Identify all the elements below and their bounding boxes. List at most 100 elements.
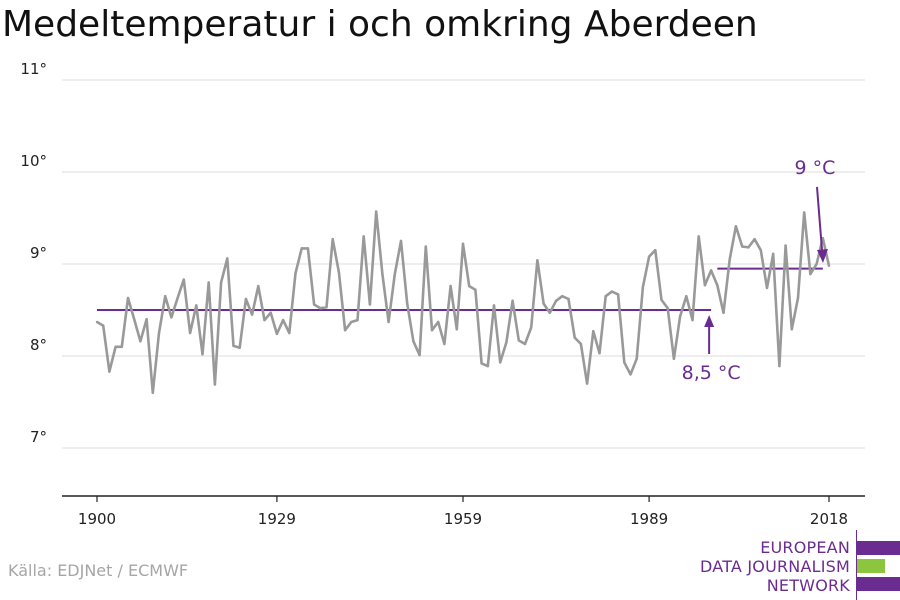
data-point bbox=[678, 315, 682, 318]
data-point bbox=[517, 339, 521, 342]
annotations: 8,5 °C 9 °C bbox=[682, 157, 836, 384]
data-point bbox=[790, 328, 793, 331]
data-point bbox=[703, 283, 707, 287]
data-point bbox=[188, 331, 192, 335]
data-point bbox=[213, 383, 217, 386]
data-point bbox=[486, 364, 490, 368]
data-point bbox=[740, 245, 744, 248]
data-point bbox=[294, 272, 297, 275]
data-point bbox=[418, 353, 421, 357]
logo-line-2: DATA JOURNALISM bbox=[700, 557, 850, 576]
data-point bbox=[548, 311, 552, 314]
data-point bbox=[238, 346, 241, 349]
data-point bbox=[374, 210, 378, 213]
annotation-label-9: 9 °C bbox=[795, 157, 836, 179]
data-point bbox=[691, 318, 694, 322]
y-tick-label: 11° bbox=[20, 60, 47, 78]
data-point bbox=[405, 302, 409, 305]
data-point bbox=[170, 316, 173, 319]
series-points bbox=[95, 210, 831, 394]
data-point bbox=[263, 318, 266, 322]
data-point bbox=[672, 357, 676, 360]
data-point bbox=[598, 352, 601, 355]
data-point bbox=[722, 311, 725, 314]
data-point bbox=[455, 328, 458, 331]
logo-bar-2 bbox=[857, 559, 885, 573]
data-point bbox=[114, 345, 117, 348]
y-tick-label: 10° bbox=[20, 152, 47, 170]
data-point bbox=[647, 255, 651, 258]
data-point bbox=[778, 364, 781, 368]
x-tick-label: 2018 bbox=[810, 510, 848, 528]
data-point bbox=[709, 269, 713, 272]
data-point bbox=[312, 303, 316, 306]
source-text: Källa: EDJNet / ECMWF bbox=[8, 561, 189, 580]
data-point bbox=[623, 361, 626, 364]
data-point bbox=[145, 318, 148, 321]
data-point bbox=[381, 272, 384, 276]
data-point bbox=[331, 237, 334, 241]
chart-title: Medeltemperatur i och omkring Aberdeen bbox=[2, 4, 758, 45]
data-point bbox=[288, 331, 291, 335]
data-point bbox=[654, 249, 657, 252]
data-point bbox=[697, 235, 700, 238]
data-point bbox=[207, 281, 210, 284]
data-point bbox=[759, 249, 762, 252]
data-point bbox=[635, 357, 638, 360]
data-point bbox=[554, 299, 558, 302]
data-point bbox=[573, 336, 576, 339]
data-point bbox=[399, 239, 403, 243]
data-point bbox=[350, 320, 353, 324]
x-tick-label: 1959 bbox=[444, 510, 482, 528]
data-point bbox=[257, 284, 260, 288]
edjnet-logo-divider bbox=[856, 530, 857, 600]
data-point bbox=[368, 303, 372, 306]
data-point bbox=[102, 324, 105, 327]
data-point bbox=[728, 258, 731, 261]
data-point bbox=[393, 272, 396, 276]
data-point bbox=[281, 318, 285, 322]
data-point bbox=[747, 246, 750, 249]
data-point bbox=[319, 306, 322, 310]
data-point bbox=[95, 320, 99, 324]
data-point bbox=[139, 340, 142, 343]
data-point bbox=[133, 318, 136, 321]
data-point bbox=[567, 297, 570, 301]
data-point bbox=[362, 235, 365, 238]
data-point bbox=[585, 382, 589, 385]
data-point bbox=[325, 306, 328, 309]
data-point bbox=[474, 288, 477, 291]
y-tick-label: 7° bbox=[30, 428, 47, 446]
data-point bbox=[753, 237, 756, 241]
data-point bbox=[511, 299, 514, 302]
data-point bbox=[424, 245, 427, 248]
data-point bbox=[226, 257, 229, 260]
data-point bbox=[530, 326, 533, 329]
data-point bbox=[499, 361, 502, 364]
data-point bbox=[542, 302, 545, 305]
data-point bbox=[660, 298, 663, 302]
y-tick-label: 8° bbox=[30, 336, 47, 354]
data-point bbox=[443, 342, 446, 346]
x-axis-ticks: 1900 1929 1959 1989 2018 bbox=[78, 496, 848, 528]
data-point bbox=[275, 332, 279, 336]
data-point bbox=[436, 320, 440, 324]
data-point bbox=[164, 295, 167, 298]
data-point bbox=[536, 259, 539, 262]
data-point bbox=[809, 272, 812, 276]
data-point bbox=[157, 331, 161, 335]
data-point bbox=[387, 320, 390, 324]
data-point bbox=[716, 283, 719, 287]
logo-bar-1 bbox=[857, 541, 900, 555]
data-point bbox=[232, 344, 235, 348]
data-point bbox=[641, 285, 645, 289]
data-point bbox=[734, 225, 738, 228]
data-point bbox=[412, 340, 415, 343]
data-point bbox=[244, 297, 248, 301]
data-point bbox=[592, 329, 595, 333]
x-tick-label: 1989 bbox=[630, 510, 668, 528]
data-point bbox=[182, 278, 186, 281]
data-point bbox=[250, 313, 254, 316]
y-axis-tick-labels: 7° 8° 9° 10° 11° bbox=[20, 60, 47, 446]
